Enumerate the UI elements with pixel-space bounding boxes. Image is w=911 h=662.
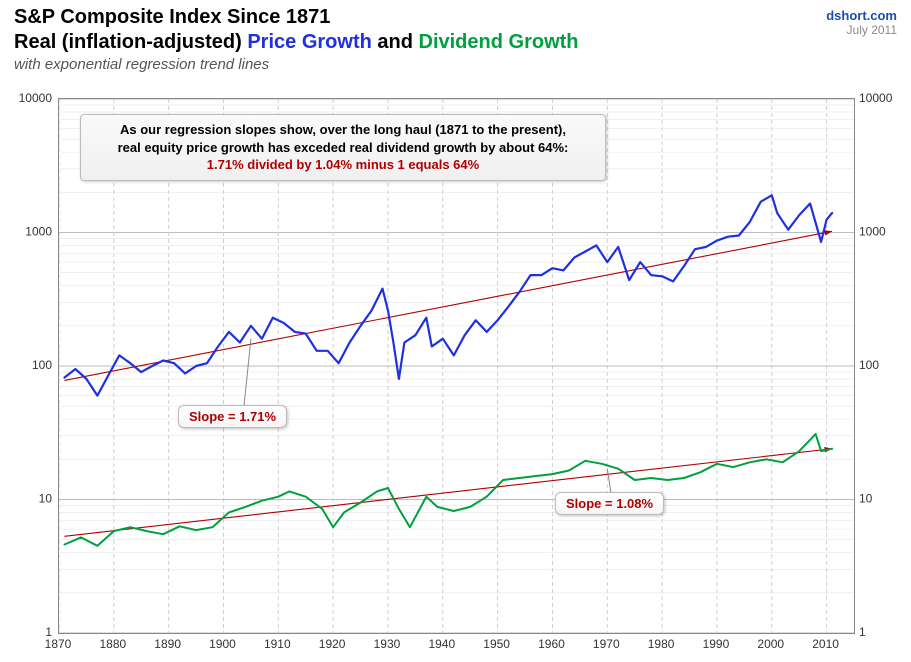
note-line2: real equity price growth has exceded rea… [118, 140, 569, 155]
svg-text:10: 10 [859, 492, 873, 506]
dividend-label: Dividend Growth [419, 31, 579, 53]
svg-text:1950: 1950 [483, 637, 510, 651]
svg-text:1900: 1900 [209, 637, 236, 651]
dividend-slope-text: Slope = 1.08% [566, 496, 653, 511]
svg-text:1930: 1930 [374, 637, 401, 651]
source-name: dshort.com [826, 8, 897, 23]
svg-text:2000: 2000 [757, 637, 784, 651]
svg-text:1940: 1940 [428, 637, 455, 651]
svg-text:1870: 1870 [45, 637, 72, 651]
title-line1: S&P Composite Index Since 1871 [14, 6, 579, 29]
chart-title-block: S&P Composite Index Since 1871 Real (inf… [14, 6, 579, 73]
svg-text:100: 100 [32, 358, 52, 372]
svg-text:10: 10 [39, 492, 53, 506]
source-date: July 2011 [826, 23, 897, 37]
svg-text:1: 1 [859, 625, 866, 639]
svg-text:1990: 1990 [703, 637, 730, 651]
svg-text:1910: 1910 [264, 637, 291, 651]
price-slope-text: Slope = 1.71% [189, 409, 276, 424]
svg-text:1000: 1000 [859, 225, 886, 239]
title-mid: and [372, 31, 419, 53]
title-line2: Real (inflation-adjusted) Price Growth a… [14, 31, 579, 54]
dividend-slope-callout: Slope = 1.08% [555, 492, 664, 515]
title-subtitle: with exponential regression trend lines [14, 56, 579, 73]
svg-text:1890: 1890 [154, 637, 181, 651]
source-block: dshort.com July 2011 [826, 8, 897, 37]
svg-text:10000: 10000 [859, 91, 893, 105]
note-line3: 1.71% divided by 1.04% minus 1 equals 64… [93, 156, 593, 174]
note-line1: As our regression slopes show, over the … [120, 122, 566, 137]
svg-text:1920: 1920 [319, 637, 346, 651]
regression-note: As our regression slopes show, over the … [80, 114, 606, 181]
svg-text:2010: 2010 [812, 637, 839, 651]
price-slope-callout: Slope = 1.71% [178, 405, 287, 428]
svg-text:1000: 1000 [25, 225, 52, 239]
title-prefix: Real (inflation-adjusted) [14, 31, 247, 53]
svg-text:1: 1 [45, 625, 52, 639]
svg-text:1880: 1880 [99, 637, 126, 651]
svg-text:10000: 10000 [19, 91, 53, 105]
price-label: Price Growth [247, 31, 371, 53]
svg-text:1960: 1960 [538, 637, 565, 651]
svg-text:1980: 1980 [648, 637, 675, 651]
svg-text:100: 100 [859, 358, 879, 372]
svg-text:1970: 1970 [593, 637, 620, 651]
